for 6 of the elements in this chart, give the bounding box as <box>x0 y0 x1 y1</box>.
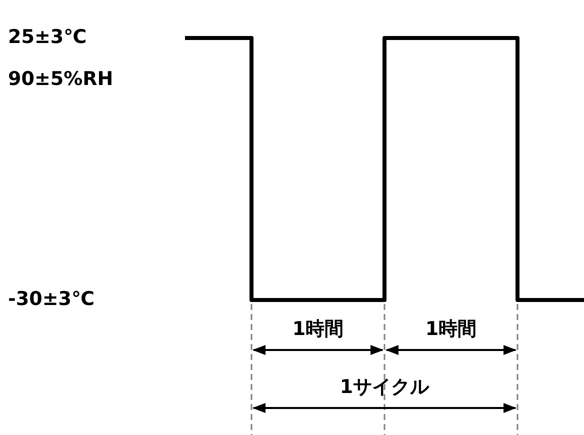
text: 1時間 <box>425 318 477 340</box>
text: 90±5%RH <box>8 68 114 90</box>
text: 1サイクル <box>340 376 430 398</box>
text: 25±3℃ <box>8 26 87 48</box>
text: -30±3℃ <box>8 288 94 310</box>
text: 1時間 <box>292 318 344 340</box>
